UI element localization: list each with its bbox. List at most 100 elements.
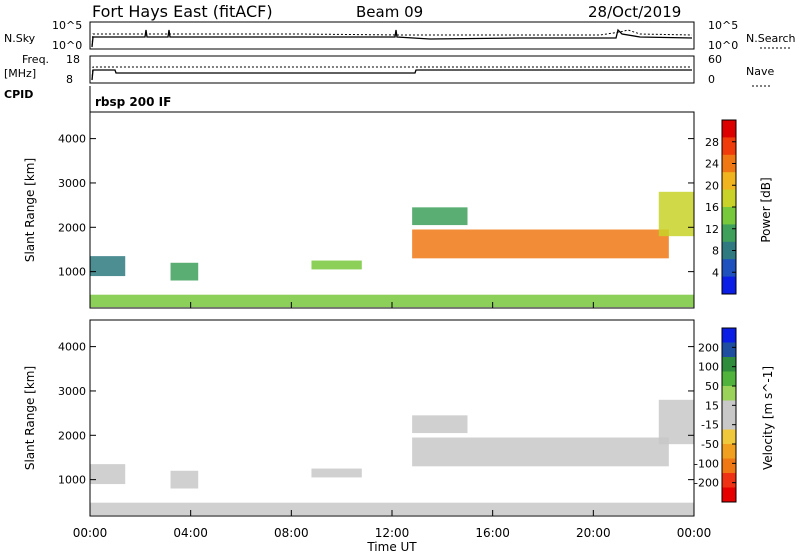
velocity-colorbar-cell-5 (722, 400, 736, 416)
velocity-colorbar-cell-10 (722, 473, 736, 488)
power-region-0 (90, 256, 126, 277)
power-region-1 (170, 262, 199, 281)
noise-sky-line (91, 28, 693, 48)
noise-left-tick-low: 10^0 (52, 39, 82, 52)
velocity-colorbar-cell-11 (722, 487, 736, 503)
velocity-colorbar-cell-4 (722, 386, 736, 401)
freq-line (91, 69, 692, 81)
noise-panel-frame (89, 21, 695, 50)
velocity-y-tick-label-0: 1000 (58, 474, 86, 487)
noise-panel: N.Sky 10^5 10^0 10^5 10^0 N.Search (4, 19, 796, 52)
velocity-colorbar-label: Velocity [m s^-1] (761, 366, 775, 470)
power-y-tick-label-3: 4000 (58, 133, 86, 146)
velocity-region-3 (412, 415, 468, 434)
power-colorbar-cell-0 (722, 120, 736, 138)
velocity-colorbar-frame (721, 327, 737, 503)
power-region-4 (412, 229, 669, 259)
noise-right-tick-high: 10^5 (708, 19, 738, 32)
power-colorbar: 4 8 12 16 20 24 28 (705, 119, 737, 295)
power-colorbar-cell-8 (722, 259, 736, 278)
velocity-colorbar-tick-label-0: 200 (698, 341, 719, 354)
power-region-6 (90, 294, 694, 308)
velocity-colorbar-tick-label-4: -15 (701, 419, 719, 432)
power-data-regions (90, 191, 694, 308)
power-colorbar-cell-3 (722, 172, 736, 191)
velocity-colorbar-tick-label-1: 100 (698, 361, 719, 374)
velocity-colorbar-cell-2 (722, 357, 736, 372)
noise-search-line (91, 29, 693, 47)
power-colorbar-cell-2 (722, 154, 736, 173)
noise-sky-label: N.Sky (4, 32, 36, 45)
nave-tick-high: 60 (708, 53, 722, 66)
velocity-colorbar-cell-6 (722, 415, 736, 430)
freq-tick-low: 8 (66, 73, 73, 86)
power-y-tick-label-2: 3000 (58, 177, 86, 190)
velocity-region-6 (90, 502, 694, 516)
x-tick-label-2: 08:00 (274, 526, 309, 540)
nave-tick-low: 0 (708, 73, 715, 86)
velocity-colorbar-cell-7 (722, 429, 736, 445)
x-tick-label-6: 00:00 (677, 526, 712, 540)
velocity-colorbar-tick-label-3: 15 (705, 399, 719, 412)
power-colorbar-tick-label-3: 16 (705, 201, 719, 214)
x-tick-label-0: 00:00 (73, 526, 108, 540)
power-colorbar-cell-9 (722, 276, 736, 295)
freq-tick-high: 18 (66, 53, 80, 66)
velocity-colorbar-cell-3 (722, 371, 736, 387)
velocity-y-ticks: 1000 2000 3000 4000 (58, 341, 694, 487)
nave-line (91, 66, 692, 81)
x-tick-label-1: 04:00 (173, 526, 208, 540)
power-colorbar-cell-1 (722, 137, 736, 156)
velocity-region-4 (412, 437, 669, 467)
noise-left-tick-high: 10^5 (52, 19, 82, 32)
power-region-2 (311, 260, 362, 270)
nave-label: Nave (746, 65, 774, 78)
power-y-axis-label: Slant Range [km] (23, 158, 37, 262)
power-colorbar-tick-label-5: 24 (705, 158, 719, 171)
velocity-colorbar-cell-0 (722, 328, 736, 343)
x-tick-label-3: 12:00 (375, 526, 410, 540)
station-title: Fort Hays East (fitACF) (92, 2, 273, 21)
velocity-colorbar-cell-1 (722, 342, 736, 358)
power-colorbar-tick-label-0: 4 (712, 266, 719, 279)
cpid-label: CPID (4, 88, 33, 101)
freq-label: Freq. (22, 53, 49, 66)
noise-search-label: N.Search (746, 32, 796, 45)
x-tick-label-4: 16:00 (475, 526, 510, 540)
power-y-tick-label-0: 1000 (58, 266, 86, 279)
power-colorbar-cell-6 (722, 224, 736, 243)
freq-panel: Freq. [MHz] 18 8 60 0 Nave (4, 53, 774, 87)
power-colorbar-label: Power [dB] (759, 177, 773, 242)
velocity-colorbar-tick-label-2: 50 (705, 380, 719, 393)
velocity-colorbar-tick-label-6: -100 (694, 457, 719, 470)
power-region-3 (412, 207, 468, 226)
velocity-region-2 (311, 468, 362, 478)
beam-label: Beam 09 (356, 3, 423, 21)
velocity-region-5 (658, 399, 694, 445)
power-y-tick-label-1: 2000 (58, 221, 86, 234)
power-y-ticks: 1000 2000 3000 4000 (58, 133, 694, 279)
noise-right-tick-low: 10^0 (708, 39, 738, 52)
freq-panel-frame (89, 55, 695, 84)
velocity-colorbar: 200 100 50 15 -15 -50 -100 -200 (694, 327, 737, 503)
power-colorbar-tick-label-2: 12 (705, 223, 719, 236)
velocity-colorbar-tick-label-5: -50 (701, 438, 719, 451)
velocity-y-tick-label-1: 2000 (58, 429, 86, 442)
velocity-colorbar-cell-9 (722, 458, 736, 474)
velocity-region-0 (90, 464, 126, 485)
velocity-y-tick-label-3: 4000 (58, 341, 86, 354)
velocity-colorbar-tick-label-7: -200 (694, 477, 719, 490)
power-colorbar-cell-4 (722, 189, 736, 208)
power-colorbar-cell-7 (722, 241, 736, 260)
power-colorbar-tick-label-4: 20 (705, 179, 719, 192)
velocity-panel: 1000 2000 3000 4000 Slant Range [km] (23, 319, 695, 517)
date-label: 28/Oct/2019 (588, 3, 681, 21)
power-colorbar-cell-5 (722, 207, 736, 225)
freq-unit-label: [MHz] (4, 67, 36, 80)
velocity-y-axis-label: Slant Range [km] (23, 366, 37, 470)
power-region-5 (658, 191, 694, 237)
power-colorbar-tick-label-6: 28 (705, 136, 719, 149)
velocity-y-tick-label-2: 3000 (58, 385, 86, 398)
x-axis-label: Time UT (366, 540, 417, 554)
